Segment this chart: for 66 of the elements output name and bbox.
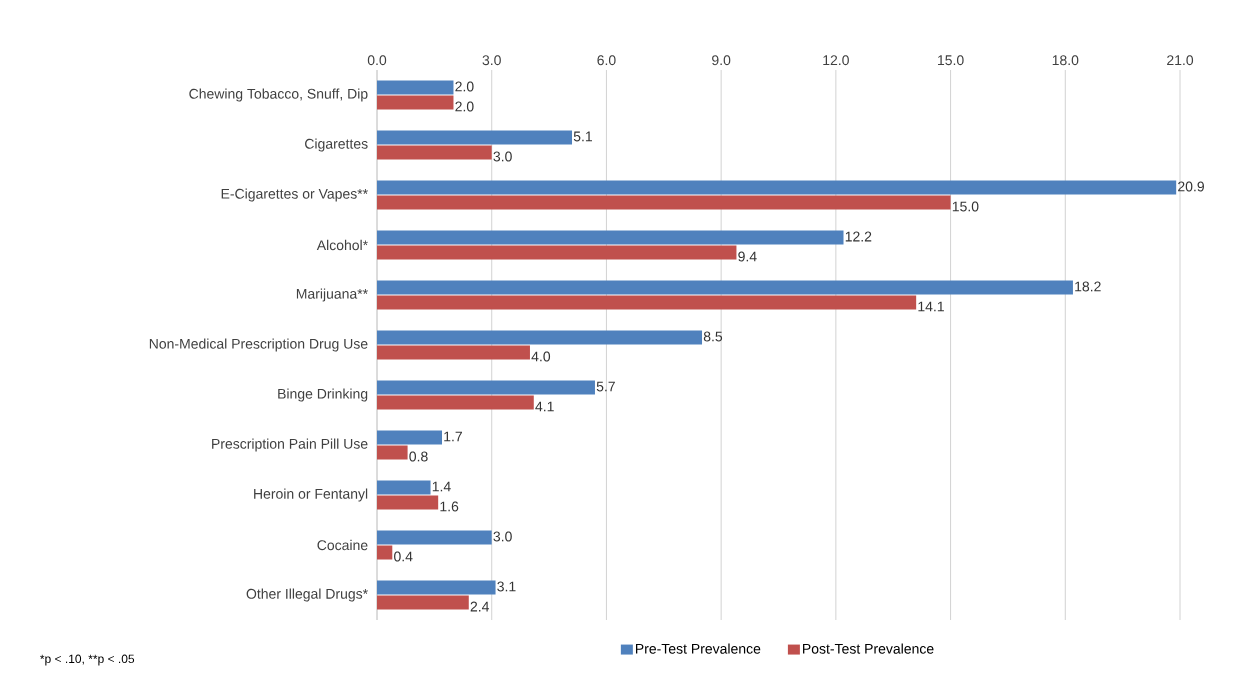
y-tick-label: Other Illegal Drugs* [246, 588, 368, 602]
bar [377, 295, 917, 310]
bar [377, 430, 443, 445]
data-label: 15.0 [952, 201, 979, 212]
x-tick-label: 12.0 [823, 55, 849, 66]
y-tick-label: Marijuana** [296, 288, 368, 302]
x-tick-label: 3.0 [482, 55, 501, 66]
data-label: 3.0 [493, 151, 512, 162]
text: *p < .10, **p < .05 [40, 654, 135, 666]
bar [377, 280, 1073, 295]
data-label: 1.6 [440, 501, 459, 512]
legend-label: Post-Test Prevalence [803, 643, 934, 654]
data-label: 5.7 [596, 381, 615, 392]
bar [377, 480, 431, 495]
bar [377, 80, 454, 95]
bar [377, 495, 439, 510]
bar [377, 230, 844, 245]
data-label: 2.0 [455, 101, 474, 112]
bar [377, 180, 1177, 195]
data-label: 14.1 [918, 301, 944, 312]
x-tick-label: 0.0 [367, 55, 387, 66]
data-label: 20.9 [1178, 181, 1204, 192]
data-label: 2.0 [455, 81, 474, 92]
y-tick-label: E-Cigarettes or Vapes** [221, 188, 368, 202]
data-label: 0.4 [394, 551, 413, 562]
data-label: 3.1 [497, 581, 516, 592]
data-label: 1.7 [444, 431, 462, 442]
bar [377, 445, 408, 460]
bar [377, 330, 703, 345]
x-tick-label: 15.0 [938, 55, 964, 66]
data-label: 5.1 [573, 131, 592, 142]
data-label: 1.4 [432, 481, 451, 492]
data-label: 18.2 [1075, 281, 1101, 292]
data-label: 2.4 [470, 601, 490, 612]
x-tick-label: 18.0 [1052, 55, 1079, 66]
y-tick-label: Prescription Pain Pill Use [212, 438, 368, 452]
bar [377, 380, 595, 395]
data-label: 8.5 [703, 331, 723, 342]
y-tick-label: Cigarettes [305, 138, 368, 152]
data-label: 4.1 [535, 401, 554, 412]
y-tick-label: Chewing Tobacco, Snuff, Dip [189, 88, 368, 102]
bar [377, 345, 530, 360]
data-label: 9.4 [738, 251, 757, 262]
bar [377, 395, 534, 410]
bar [377, 130, 573, 145]
bar [377, 145, 492, 160]
bar [377, 245, 737, 260]
bar [377, 545, 393, 560]
bar [377, 195, 951, 210]
data-label: 0.8 [409, 451, 428, 462]
data-label: 4.0 [531, 351, 551, 362]
legend-label: Pre-Test Prevalence [636, 643, 761, 654]
bar [377, 530, 492, 545]
y-tick-label: Cocaine [317, 539, 368, 551]
bar [377, 580, 496, 595]
x-tick-label: 9.0 [712, 55, 731, 66]
y-tick-label: Non-Medical Prescription Drug Use [149, 338, 368, 352]
y-tick-label: Alcohol* [316, 239, 368, 251]
data-label: 3.0 [493, 531, 512, 542]
y-tick-label: Binge Drinking [278, 388, 368, 402]
x-tick-label: 21.0 [1167, 55, 1194, 66]
y-tick-label: Heroin or Fentanyl [254, 488, 368, 502]
bar [377, 95, 454, 110]
x-tick-label: 6.0 [597, 55, 616, 66]
data-label: 12.2 [845, 231, 872, 242]
bar [377, 595, 469, 610]
